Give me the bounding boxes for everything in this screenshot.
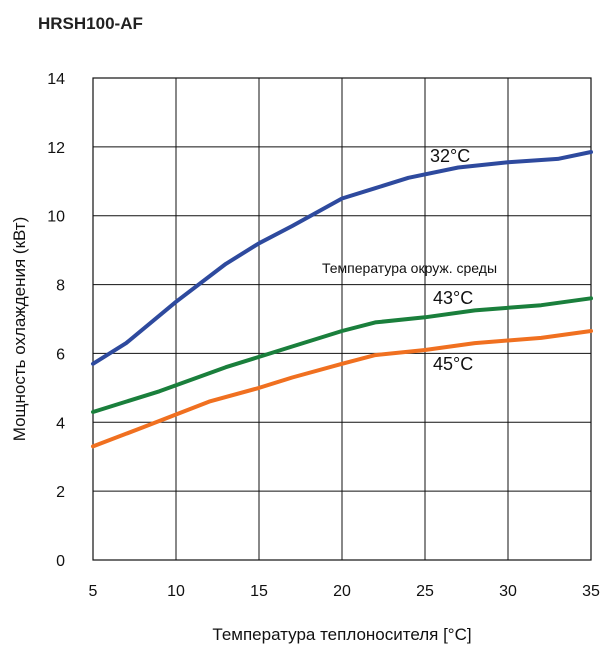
chart-title: HRSH100-AF [38,14,143,33]
series-line-2 [91,296,593,414]
x-tick-label-25: 25 [416,583,434,600]
y-tick-label-12: 12 [47,140,65,157]
tick-labels: 5 10 15 20 25 30 35 0 2 4 6 8 10 12 14 [47,71,600,600]
x-tick-label-10: 10 [167,583,185,600]
y-tick-label-14: 14 [47,71,65,88]
x-tick-label-15: 15 [250,583,268,600]
grid [92,77,592,561]
series-line-3 [91,329,593,449]
y-tick-label-0: 0 [56,553,65,570]
y-tick-label-8: 8 [56,278,65,295]
y-axis-label: Мощность охлаждения (кВт) [10,217,29,442]
x-tick-label-30: 30 [499,583,517,600]
y-tick-label-4: 4 [56,415,65,432]
legend-title: Температура окруж. среды [322,260,497,276]
series-line-1 [91,150,593,366]
series-label-3: 45°C [433,354,473,374]
x-tick-label-5: 5 [89,583,98,600]
y-tick-label-6: 6 [56,346,65,363]
series-lines [91,150,593,449]
y-tick-label-2: 2 [56,484,65,501]
x-tick-label-20: 20 [333,583,351,600]
y-tick-label-10: 10 [47,209,65,226]
series-labels: 32°C 43°C 45°C [430,146,473,374]
series-label-2: 43°C [433,288,473,308]
x-tick-label-35: 35 [582,583,600,600]
x-axis-label: Температура теплоносителя [°C] [212,625,471,644]
plot-frame [92,77,592,561]
series-label-1: 32°C [430,146,470,166]
